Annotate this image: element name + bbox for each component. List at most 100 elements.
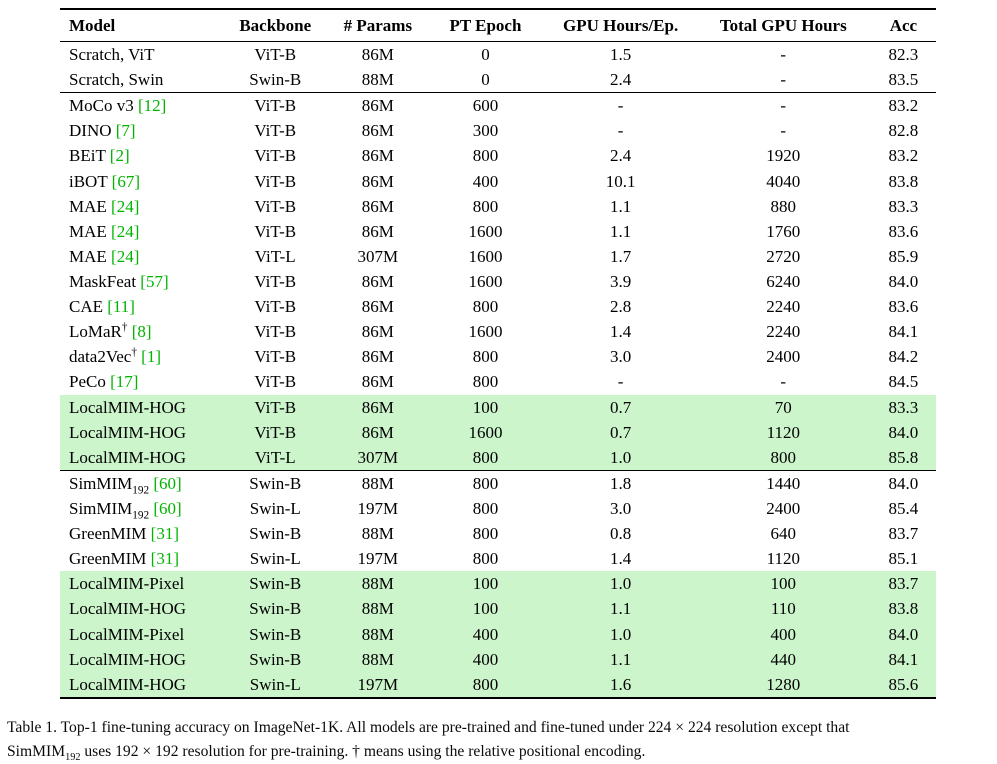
cell-total-gpu-hours: 70 [774,397,792,417]
cell-pt-epoch: 800 [472,146,499,166]
cell-total-gpu-hours: - [780,70,787,90]
model-name: LocalMIM-HOG [69,397,187,417]
citation-link[interactable]: [24] [111,246,140,266]
cell-model: LocalMIM-HOG [60,445,220,471]
cell-gpu-hours-per-epoch: - [617,96,624,116]
citation-link[interactable]: [60] [153,498,182,518]
dagger-superscript: † [121,321,128,334]
cell-model: MoCo v3 [12] [60,93,220,119]
column-header-pt-epoch: PT Epoch [449,16,522,35]
citation-link[interactable]: [60] [153,473,182,493]
cell-acc: 83.2 [888,96,919,116]
cell-pt-epoch: 800 [472,447,499,467]
table-row: LoMaR† [8] ViT-B 86M 1600 1.4 2240 84.1 [60,319,936,344]
cell-acc: 84.0 [888,624,919,644]
cell-backbone: Swin-B [249,649,302,669]
citation-link[interactable]: [17] [110,372,139,392]
citation-link[interactable]: [1] [141,347,161,367]
model-name: LocalMIM-Pixel [69,574,185,594]
cell-backbone: ViT-B [254,146,297,166]
citation-link[interactable]: [11] [107,297,135,317]
cell-pt-epoch: 300 [472,121,499,141]
model-name: BEiT [69,146,106,166]
cell-params: 86M [361,297,394,317]
model-name: MaskFeat [69,271,137,291]
model-name: LoMaR [69,322,122,342]
citation-link[interactable]: [57] [140,271,169,291]
cell-acc: 83.6 [888,297,919,317]
cell-acc: 84.1 [888,649,919,669]
citation-link[interactable]: [31] [150,524,179,544]
citation-link[interactable]: [2] [109,146,130,166]
model-name: SimMIM [69,473,133,493]
table-container: Model Backbone # Params PT Epoch GPU Hou… [60,8,936,699]
cell-backbone: ViT-B [254,347,297,367]
cell-model: MAE [24] [60,194,220,219]
cell-total-gpu-hours: - [780,372,787,392]
citation-link[interactable]: [7] [115,121,136,141]
cell-model: SimMIM192 [60] [60,470,220,496]
cell-model: data2Vec† [1] [60,344,220,369]
cell-model: SimMIM192 [60] [60,496,220,521]
table-row: PeCo [17] ViT-B 86M 800 - - 84.5 [60,369,936,394]
citation-link[interactable]: [31] [150,549,179,569]
cell-acc: 85.8 [888,447,919,467]
cell-pt-epoch: 0 [481,45,490,64]
cell-model: iBOT [67] [60,169,220,194]
cell-params: 86M [361,271,394,291]
cell-backbone: Swin-B [249,599,302,619]
table-row: DINO [7] ViT-B 86M 300 - - 82.8 [60,118,936,143]
cell-total-gpu-hours: 400 [770,624,797,644]
citation-link[interactable]: [8] [131,322,152,342]
table-row: GreenMIM [31] Swin-L 197M 800 1.4 1120 85.1 [60,546,936,571]
table-body: Scratch, ViT ViT-B 86M 0 1.5 - 82.3 Scratch, Sw… [60,42,936,698]
cell-gpu-hours-per-epoch: 1.4 [609,322,632,342]
cell-total-gpu-hours: 1920 [766,146,801,166]
cell-params: 86M [361,372,394,392]
model-name: LocalMIM-HOG [69,422,187,442]
cell-acc: 85.4 [888,498,919,518]
cell-acc: 84.5 [888,372,919,392]
cell-pt-epoch: 800 [472,498,499,518]
cell-acc: 82.8 [888,121,919,141]
cell-params: 88M [361,70,394,90]
cell-total-gpu-hours: 4040 [766,171,801,191]
model-name: MoCo v3 [69,96,134,116]
citation-link[interactable]: [24] [111,196,140,216]
cell-params: 86M [361,121,394,141]
cell-gpu-hours-per-epoch: 1.0 [609,574,632,594]
cell-model: Scratch, ViT [60,42,220,68]
cell-total-gpu-hours: 1120 [766,549,800,569]
cell-backbone: ViT-B [254,121,297,141]
cell-pt-epoch: 800 [472,372,499,392]
cell-gpu-hours-per-epoch: 2.4 [609,70,632,90]
header-row: Model Backbone # Params PT Epoch GPU Hou… [60,9,936,42]
table-row: MaskFeat [57] ViT-B 86M 1600 3.9 6240 84.0 [60,269,936,294]
table-row: LocalMIM-HOG ViT-B 86M 1600 0.7 1120 84.0 [60,419,936,445]
cell-model: GreenMIM [31] [60,546,220,571]
cell-total-gpu-hours: 6240 [766,271,801,291]
citation-link[interactable]: [67] [111,171,140,191]
model-name: Scratch, Swin [69,70,164,90]
cell-pt-epoch: 100 [472,574,499,594]
cell-model: MAE [24] [60,244,220,269]
citation-link[interactable]: [24] [111,221,140,241]
cell-gpu-hours-per-epoch: 1.0 [609,447,632,467]
table-header: Model Backbone # Params PT Epoch GPU Hou… [60,9,936,42]
table-row: LocalMIM-HOG Swin-L 197M 800 1.6 1280 85.6 [60,671,936,698]
table-row: iBOT [67] ViT-B 86M 400 10.1 4040 83.8 [60,169,936,194]
table-row: CAE [11] ViT-B 86M 800 2.8 2240 83.6 [60,294,936,319]
cell-model: LoMaR† [8] [60,319,220,344]
cell-gpu-hours-per-epoch: 0.8 [609,524,632,544]
cell-model: LocalMIM-HOG [60,672,220,698]
citation-link[interactable]: [12] [137,96,167,116]
caption-line-1: Table 1. Top-1 fine-tuning accuracy on I… [7,718,850,736]
cell-model: DINO [7] [60,118,220,143]
cell-pt-epoch: 1600 [468,422,503,442]
cell-model: Scratch, Swin [60,67,220,93]
table-row: BEiT [2] ViT-B 86M 800 2.4 1920 83.2 [60,143,936,168]
dagger-superscript: † [131,346,137,359]
cell-total-gpu-hours: 2240 [766,297,801,317]
table-row: GreenMIM [31] Swin-B 88M 800 0.8 640 83.7 [60,521,936,546]
cell-params: 86M [361,322,394,342]
